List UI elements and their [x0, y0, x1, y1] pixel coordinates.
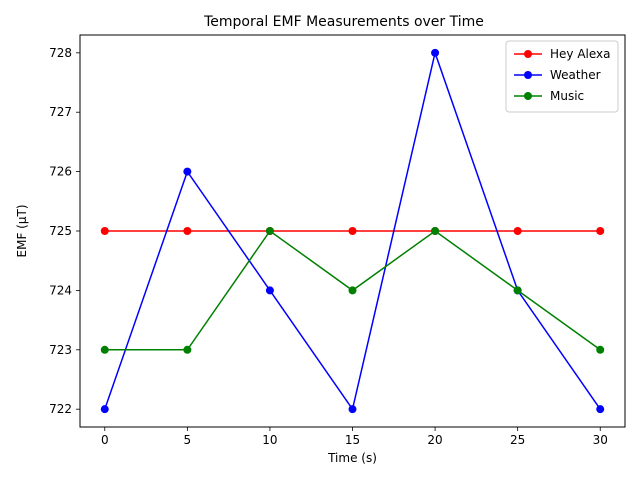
x-tick-label: 10: [262, 433, 277, 447]
data-point-weather: [100, 405, 109, 414]
data-point-music: [431, 227, 440, 235]
data-point-music: [100, 345, 109, 354]
legend-swatch-marker: [524, 50, 532, 58]
series-music: [100, 227, 605, 354]
series-lines: [100, 48, 605, 414]
data-point-weather: [348, 405, 357, 414]
legend-swatch-marker: [524, 92, 532, 100]
data-point-weather: [265, 286, 274, 295]
series-hey-alexa: [100, 227, 605, 235]
data-point-music: [596, 345, 605, 354]
legend-label: Hey Alexa: [550, 47, 611, 61]
data-point-music: [265, 227, 274, 235]
y-axis-ticks: 722 723 724 725 726 727 728: [49, 46, 80, 416]
legend-swatch-marker: [524, 71, 532, 79]
data-point-hey-alexa: [513, 227, 522, 235]
data-point-hey-alexa: [100, 227, 109, 235]
data-point-hey-alexa: [183, 227, 192, 235]
legend-label: Music: [550, 89, 584, 103]
y-tick-label: 723: [49, 343, 72, 357]
x-tick-label: 5: [184, 433, 192, 447]
x-tick-label: 20: [427, 433, 442, 447]
legend: Hey Alexa Weather Music: [505, 40, 619, 113]
y-axis-label: EMF (µT): [15, 205, 29, 258]
y-tick-label: 728: [49, 46, 72, 60]
legend-label: Weather: [550, 68, 601, 82]
x-tick-label: 0: [101, 433, 109, 447]
data-point-music: [513, 286, 522, 295]
y-tick-label: 725: [49, 224, 72, 238]
x-axis-ticks: 0 5 10 15 20 25 30: [101, 427, 608, 447]
x-tick-label: 25: [510, 433, 525, 447]
chart-title: Temporal EMF Measurements over Time: [203, 14, 484, 30]
x-tick-label: 15: [345, 433, 360, 447]
legend-box: [505, 40, 619, 113]
data-point-hey-alexa: [348, 227, 357, 235]
y-tick-label: 726: [49, 165, 72, 179]
y-tick-label: 722: [49, 402, 72, 416]
data-point-hey-alexa: [596, 227, 605, 235]
x-axis-label: Time (s): [327, 451, 377, 465]
data-point-weather: [183, 167, 192, 176]
data-point-music: [348, 286, 357, 295]
data-point-music: [183, 345, 192, 354]
y-tick-label: 727: [49, 105, 72, 119]
data-point-weather: [596, 405, 605, 414]
data-point-weather: [431, 48, 440, 57]
y-tick-label: 724: [49, 283, 72, 297]
x-tick-label: 30: [593, 433, 608, 447]
